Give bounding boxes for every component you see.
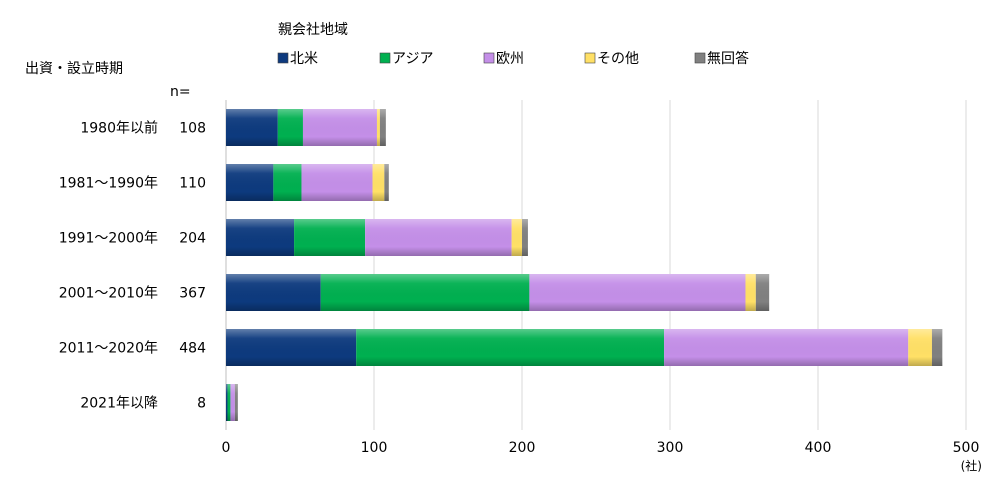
bar-segment-shading [301, 164, 373, 201]
n-value-label: 367 [179, 286, 206, 302]
bar-segment-shading [226, 384, 228, 421]
legend-label: 北米 [290, 51, 318, 67]
category-label: 2011～2020年 [59, 341, 158, 357]
n-value-label: 204 [179, 231, 206, 247]
x-tick-label: 0 [222, 440, 231, 456]
bar-segment-shading [226, 219, 295, 256]
bar-segment-shading [277, 109, 303, 146]
bar-segment-shading [931, 329, 943, 366]
n-value-label: 108 [179, 121, 206, 137]
n-header: n= [170, 84, 191, 100]
bar-segment-shading [226, 329, 357, 366]
bar-segment-shading [302, 109, 377, 146]
bar-segment-shading [294, 219, 366, 256]
legend-label: アジア [392, 51, 433, 67]
bars [226, 109, 943, 421]
x-tick-label: 300 [657, 440, 684, 456]
bar-segment-shading [226, 109, 278, 146]
gridlines [225, 100, 967, 430]
x-tick-label: 500 [953, 440, 980, 456]
n-value-label: 484 [179, 341, 206, 357]
legend-swatch [379, 52, 391, 64]
category-label: 1981～1990年 [59, 176, 158, 192]
bar-segment-shading [226, 274, 321, 311]
bar-segment-shading [226, 164, 274, 201]
legend-label: その他 [597, 51, 639, 67]
legend-swatch [483, 52, 495, 64]
x-tick-label: 100 [361, 440, 388, 456]
x-tick-label: 200 [509, 440, 536, 456]
bar-segment-shading [511, 219, 522, 256]
bar-segment-shading [745, 274, 756, 311]
category-label: 1991～2000年 [59, 231, 158, 247]
bar-segment-shading [376, 109, 380, 146]
bar-segment-shading [384, 164, 389, 201]
labels: 0 100 200 300 400 500 1980年以前 108 1981～1990年 110 1… [59, 120, 980, 457]
bar-segment-shading [365, 219, 512, 256]
bar-segment-shading [755, 274, 770, 311]
bar-segment-shading [379, 109, 386, 146]
bar-segment-shading [234, 384, 238, 421]
category-label: 1980年以前 [80, 120, 158, 137]
bar-segment-shading [227, 384, 231, 421]
bar-segment-shading [529, 274, 746, 311]
n-value-label: 8 [197, 396, 206, 412]
bar-segment-shading [320, 274, 530, 311]
bar-segment-shading [908, 329, 932, 366]
category-label: 2021年以降 [80, 396, 158, 412]
legend: 親会社地域 北米 アジア 欧州 その他 無回答 [277, 22, 749, 67]
x-tick-label: 400 [805, 440, 832, 456]
category-label: 2001～2010年 [59, 286, 158, 302]
category-axis-title: 出資・設立時期 [25, 61, 123, 77]
bar-segment-shading [230, 384, 235, 421]
legend-swatch [694, 52, 706, 64]
unit-label: (社) [961, 458, 982, 473]
bar-segment-shading [664, 329, 909, 366]
legend-swatch [584, 52, 596, 64]
bar-segment-shading [273, 164, 302, 201]
legend-swatch [277, 52, 289, 64]
bar-segment-shading [372, 164, 385, 201]
n-value-label: 110 [179, 176, 206, 192]
legend-title: 親会社地域 [278, 22, 348, 38]
bar-segment-shading [356, 329, 665, 366]
legend-label: 無回答 [707, 50, 749, 67]
legend-label: 欧州 [496, 51, 524, 67]
bar-segment-shading [522, 219, 528, 256]
